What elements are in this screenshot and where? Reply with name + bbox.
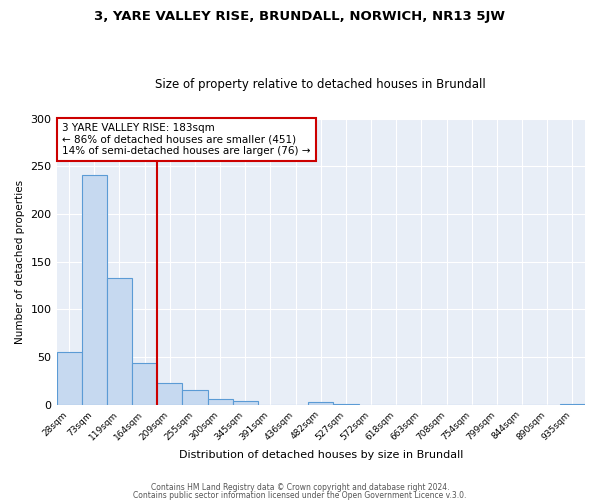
Text: 3, YARE VALLEY RISE, BRUNDALL, NORWICH, NR13 5JW: 3, YARE VALLEY RISE, BRUNDALL, NORWICH, … (95, 10, 505, 23)
Bar (82, 175, 107, 404)
Bar (107, 278, 132, 404)
X-axis label: Distribution of detached houses by size in Brundall: Distribution of detached houses by size … (179, 450, 463, 460)
Title: Size of property relative to detached houses in Brundall: Size of property relative to detached ho… (155, 78, 486, 91)
Text: Contains public sector information licensed under the Open Government Licence v.: Contains public sector information licen… (133, 490, 467, 500)
Bar (182, 390, 208, 404)
Bar (157, 383, 182, 404)
Bar (132, 362, 157, 405)
Bar (56, 352, 82, 405)
Text: Contains HM Land Registry data © Crown copyright and database right 2024.: Contains HM Land Registry data © Crown c… (151, 484, 449, 492)
Bar (208, 399, 233, 404)
Y-axis label: Number of detached properties: Number of detached properties (15, 180, 25, 344)
Bar (308, 402, 334, 404)
Bar (233, 401, 258, 404)
Text: 3 YARE VALLEY RISE: 183sqm
← 86% of detached houses are smaller (451)
14% of sem: 3 YARE VALLEY RISE: 183sqm ← 86% of deta… (62, 123, 310, 156)
